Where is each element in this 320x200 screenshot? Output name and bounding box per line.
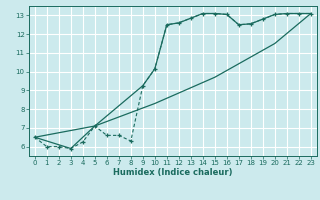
X-axis label: Humidex (Indice chaleur): Humidex (Indice chaleur) — [113, 168, 233, 177]
